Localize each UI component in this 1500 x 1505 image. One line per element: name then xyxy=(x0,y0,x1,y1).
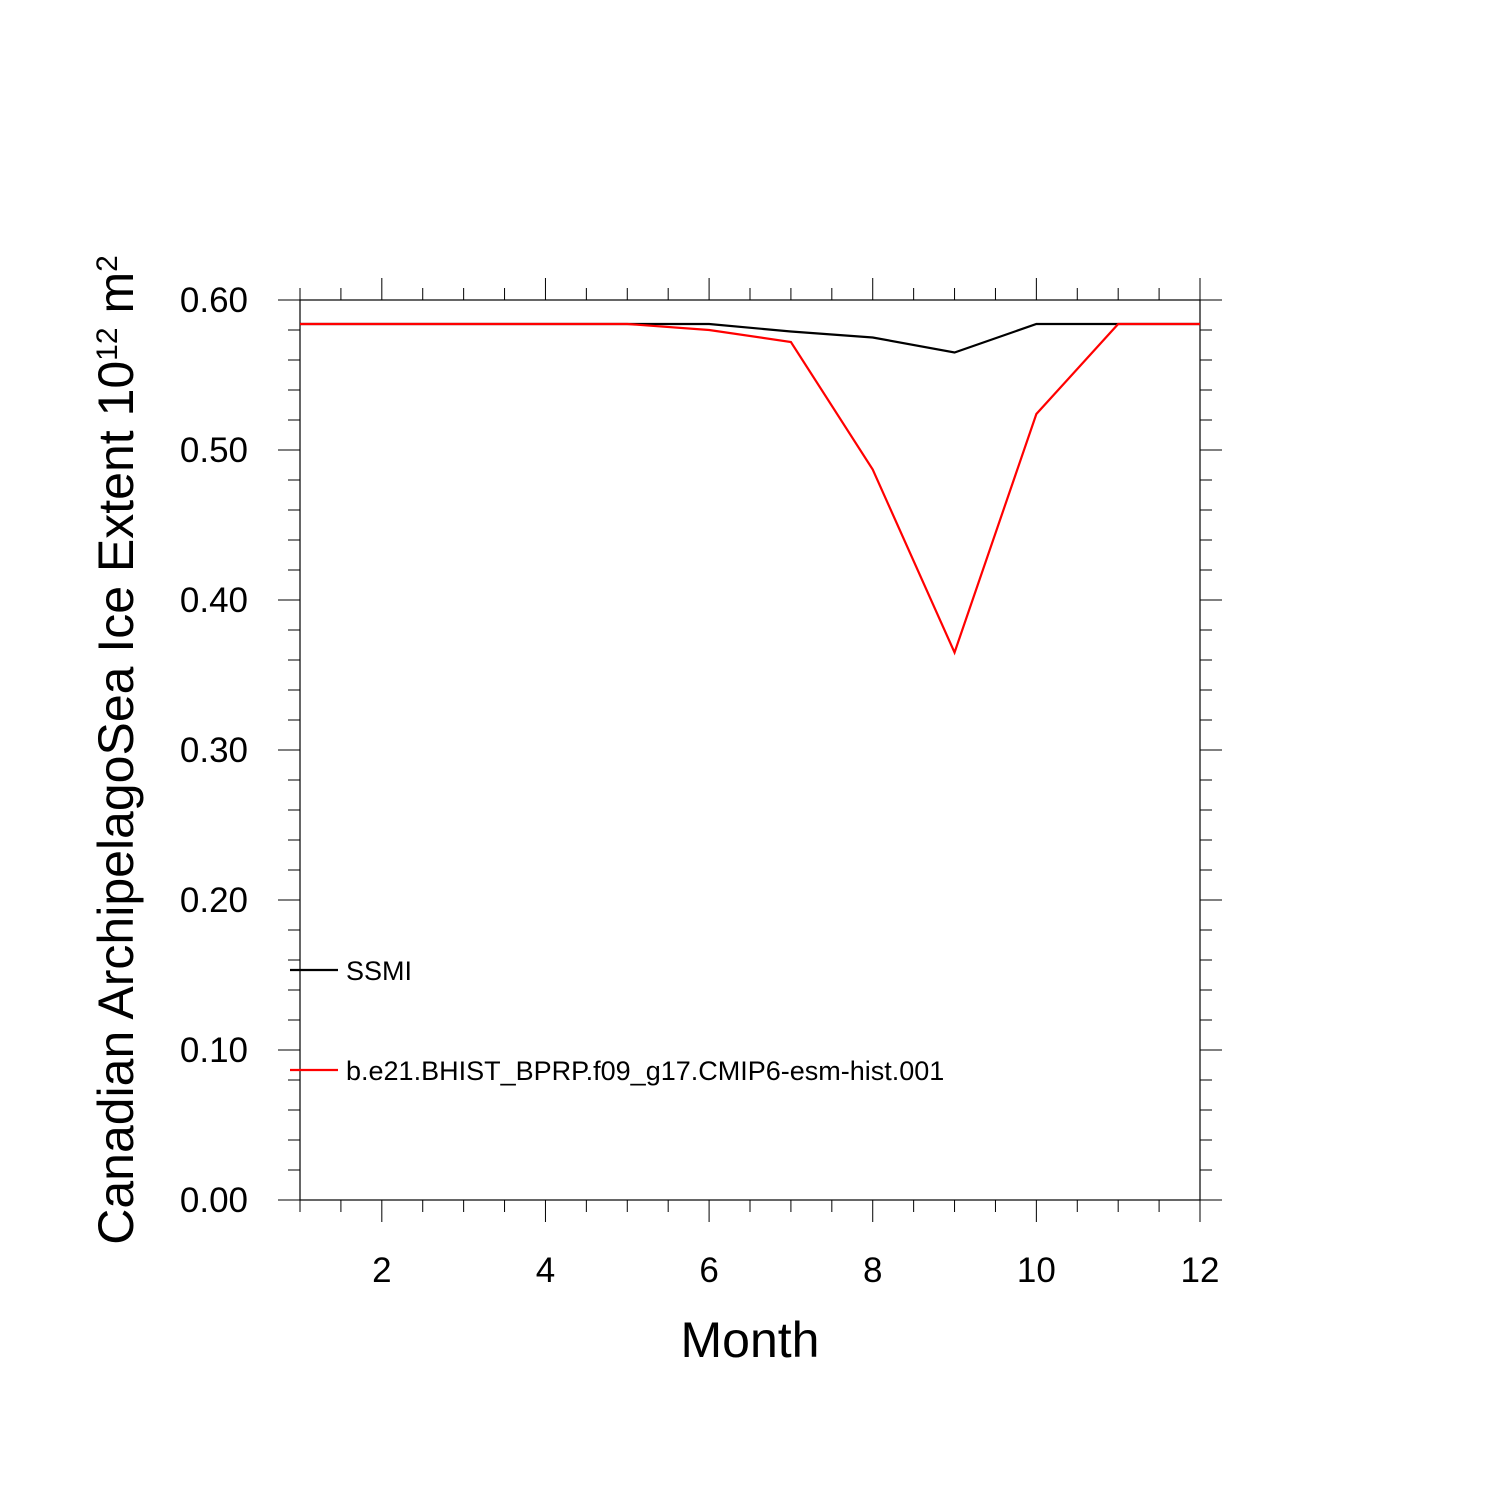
y-axis-title-exponent: 12 xyxy=(91,327,124,360)
legend-label: SSMI xyxy=(346,956,412,986)
y-axis-title-unit: m xyxy=(88,272,144,328)
x-tick-labels: 2 4 6 8 10 12 xyxy=(372,1251,1219,1290)
y-tick-label: 0.00 xyxy=(180,1181,248,1220)
minor-ticks xyxy=(288,288,1212,1212)
plot-frame xyxy=(299,299,1201,1201)
series-layer xyxy=(300,322,1200,656)
major-ticks xyxy=(278,278,1222,1222)
series-line-1 xyxy=(300,322,1200,354)
x-tick-label: 4 xyxy=(536,1251,555,1290)
y-axis-title: Canadian ArchipelagoSea Ice Extent 1012 … xyxy=(88,255,144,1245)
y-tick-label: 0.30 xyxy=(180,731,248,770)
legend: SSMI b.e21.BHIST_BPRP.f09_g17.CMIP6-esm-h… xyxy=(290,956,944,1086)
y-axis-title-unit-exponent: 2 xyxy=(91,255,124,272)
x-tick-label: 6 xyxy=(699,1251,718,1290)
y-tick-labels: 0.00 0.10 0.20 0.30 0.40 0.50 0.60 xyxy=(180,281,248,1220)
y-tick-label: 0.10 xyxy=(180,1031,248,1070)
y-tick-label: 0.40 xyxy=(180,581,248,620)
y-tick-label: 0.50 xyxy=(180,431,248,470)
y-tick-label: 0.60 xyxy=(180,281,248,320)
x-tick-label: 2 xyxy=(372,1251,391,1290)
y-axis-title-prefix: Canadian ArchipelagoSea Ice Extent 10 xyxy=(88,361,144,1245)
y-tick-label: 0.20 xyxy=(180,881,248,920)
series-line-2 xyxy=(300,322,1200,656)
x-tick-label: 8 xyxy=(863,1251,882,1290)
legend-label: b.e21.BHIST_BPRP.f09_g17.CMIP6-esm-hist.… xyxy=(346,1056,944,1086)
x-axis-title: Month xyxy=(681,1312,820,1368)
x-tick-label: 12 xyxy=(1181,1251,1220,1290)
x-tick-label: 10 xyxy=(1017,1251,1056,1290)
